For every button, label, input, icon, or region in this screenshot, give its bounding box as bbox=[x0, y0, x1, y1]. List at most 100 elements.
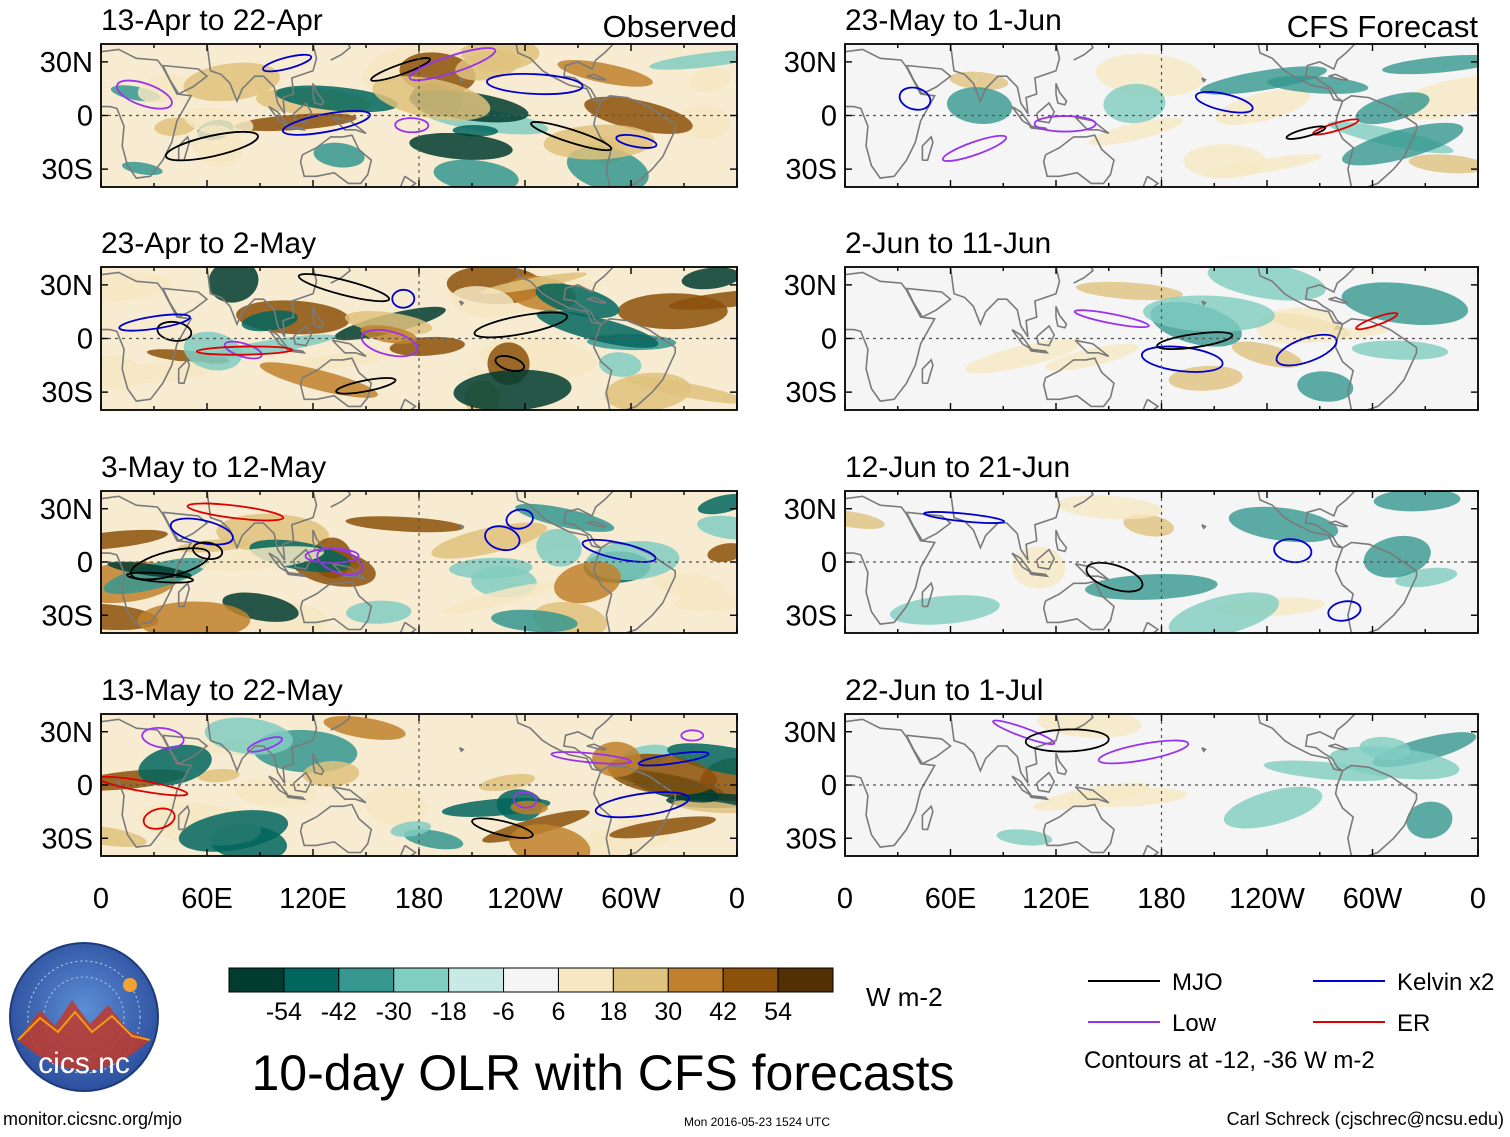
cics-logo: cics.nc bbox=[9, 942, 159, 1092]
lon-tick-label: 60W bbox=[1343, 883, 1403, 915]
anomaly-patch bbox=[668, 289, 737, 310]
anomaly-patch bbox=[453, 369, 572, 410]
wave-contour bbox=[923, 511, 1006, 524]
coastline bbox=[1074, 339, 1110, 358]
anomaly-patch bbox=[845, 509, 885, 529]
coastline bbox=[1073, 267, 1094, 284]
panel-title: 12-Jun to 21-Jun bbox=[845, 451, 1070, 484]
lon-tick-label: 120E bbox=[279, 883, 347, 915]
coastline bbox=[399, 398, 417, 410]
anomaly-patch bbox=[557, 59, 653, 87]
wave-contour bbox=[1273, 538, 1313, 564]
anomaly-patch bbox=[1394, 75, 1478, 120]
coastline bbox=[1074, 786, 1110, 804]
coastline bbox=[331, 339, 367, 358]
anomaly-patch bbox=[1228, 506, 1339, 543]
coastline bbox=[177, 581, 191, 608]
coastline bbox=[292, 548, 313, 570]
anomaly-patch bbox=[1351, 340, 1449, 360]
panel-title: 13-Apr to 22-Apr bbox=[101, 4, 323, 37]
anomaly-patch bbox=[673, 592, 737, 612]
anomaly-patch bbox=[1359, 736, 1411, 760]
coastline bbox=[1035, 548, 1056, 570]
wave-contour bbox=[281, 109, 371, 136]
lon-tick-label: 120W bbox=[1229, 883, 1305, 915]
anomaly-patch bbox=[1408, 154, 1478, 174]
coastline bbox=[1328, 296, 1349, 304]
coastline bbox=[1055, 83, 1068, 106]
coastline bbox=[292, 771, 313, 793]
coastline bbox=[1029, 348, 1050, 354]
anomaly-patch bbox=[625, 376, 737, 404]
lat-tick-label: 30S bbox=[41, 600, 93, 632]
coastline bbox=[1055, 306, 1068, 329]
wave-contour bbox=[471, 817, 534, 839]
colorbar-tick-label: 6 bbox=[552, 998, 566, 1026]
anomaly-patch bbox=[535, 283, 620, 319]
coastline bbox=[1073, 714, 1094, 731]
anomaly-patch bbox=[491, 609, 578, 633]
lat-tick-label: 0 bbox=[77, 324, 93, 356]
coastline bbox=[1142, 175, 1160, 187]
legend-label: ER bbox=[1397, 1010, 1430, 1037]
coastline bbox=[1042, 134, 1115, 185]
anomaly-patch bbox=[184, 107, 254, 137]
anomaly-patch bbox=[1297, 371, 1354, 402]
anomaly-patch bbox=[1293, 327, 1391, 343]
wave-contour bbox=[391, 288, 416, 309]
anomaly-patch bbox=[1342, 122, 1464, 166]
coastline bbox=[1201, 746, 1207, 753]
lon-tick-label: 180 bbox=[395, 883, 443, 915]
panel-title: 3-May to 12-May bbox=[101, 451, 326, 484]
wave-contour bbox=[1140, 345, 1224, 373]
anomaly-patch bbox=[183, 62, 280, 102]
lat-tick-label: 30N bbox=[40, 270, 93, 302]
coastline bbox=[921, 581, 934, 608]
lon-tick-label: 0 bbox=[837, 883, 853, 915]
coastline bbox=[1257, 491, 1356, 549]
lat-tick-label: 30N bbox=[784, 717, 837, 749]
coastline bbox=[285, 571, 307, 578]
wave-contour bbox=[192, 541, 224, 560]
anomaly-patch bbox=[1076, 281, 1183, 300]
coastline bbox=[399, 175, 417, 187]
coastline bbox=[1257, 44, 1356, 102]
wave-contour bbox=[594, 791, 690, 819]
coastline bbox=[845, 718, 936, 848]
coastline bbox=[593, 764, 676, 856]
wave-contour bbox=[246, 736, 284, 753]
coastline bbox=[101, 271, 193, 402]
anomaly-patch bbox=[208, 267, 259, 303]
anomaly-patch bbox=[1143, 295, 1275, 332]
lat-tick-label: 30N bbox=[40, 717, 93, 749]
lon-tick-label: 60W bbox=[601, 883, 661, 915]
panel-observed-3: 30N 0 30S 3-May to 12-May bbox=[40, 451, 738, 634]
wave-contour bbox=[142, 807, 176, 830]
coastline bbox=[1035, 324, 1056, 347]
wave-contour bbox=[473, 311, 569, 339]
footer-url: monitor.cicsnc.org/mjo bbox=[3, 1109, 182, 1129]
lon-tick-label: 120W bbox=[487, 883, 563, 915]
anomaly-patch bbox=[598, 352, 642, 377]
coastline bbox=[586, 520, 607, 528]
panel-shading bbox=[101, 714, 737, 856]
coastline bbox=[1042, 580, 1115, 631]
wave-contour bbox=[115, 79, 173, 110]
lat-tick-label: 30S bbox=[785, 377, 837, 409]
colorbar-swatch bbox=[448, 967, 505, 993]
anomaly-patch bbox=[681, 267, 737, 290]
wave-contour bbox=[360, 328, 419, 358]
coastline bbox=[331, 786, 367, 804]
lat-tick-label: 30N bbox=[40, 47, 93, 79]
anomaly-patch bbox=[1103, 83, 1166, 124]
coastline bbox=[949, 44, 1061, 115]
lat-tick-label: 0 bbox=[821, 324, 837, 356]
anomaly-patch bbox=[965, 339, 1082, 374]
coastline bbox=[1334, 94, 1418, 187]
panel-forecast-1: 30N 0 30S 23-May to 1-Jun bbox=[784, 4, 1479, 188]
anomaly-patch bbox=[197, 768, 240, 783]
anomaly-patch bbox=[137, 601, 251, 633]
anomaly-patch bbox=[1341, 282, 1469, 326]
wave-contour bbox=[941, 134, 1008, 162]
